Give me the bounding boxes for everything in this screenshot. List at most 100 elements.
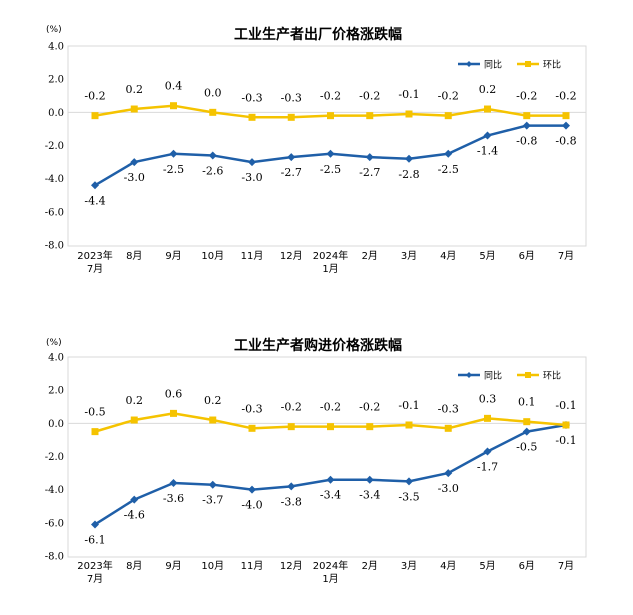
data-point-yoy xyxy=(405,477,413,486)
legend-marker xyxy=(466,61,472,67)
data-point-yoy xyxy=(169,149,178,158)
data-point-yoy xyxy=(130,158,139,167)
x-tick-label: 10月 xyxy=(201,560,224,572)
data-label-yoy: -2.5 xyxy=(320,163,341,176)
data-point-mom xyxy=(484,414,491,422)
y-tick-label: -6.0 xyxy=(45,518,64,529)
data-point-mom xyxy=(170,102,177,110)
x-tick-label: 1月 xyxy=(322,263,338,275)
series-line-yoy xyxy=(94,423,567,526)
legend-label: 环比 xyxy=(543,370,561,382)
data-label-mom: -0.2 xyxy=(84,90,105,103)
y-tick-label: 0.0 xyxy=(48,108,64,119)
data-label-yoy: -4.6 xyxy=(124,509,145,522)
data-point-mom xyxy=(209,108,217,116)
data-point-yoy xyxy=(91,181,99,190)
data-label-mom: -0.3 xyxy=(438,402,459,415)
data-point-mom xyxy=(562,112,570,120)
data-label-mom: -0.3 xyxy=(241,402,262,415)
y-axis-unit: (%) xyxy=(46,25,62,35)
data-point-mom xyxy=(170,409,177,417)
x-tick-label: 12月 xyxy=(280,250,303,262)
x-tick-label: 4月 xyxy=(440,250,456,262)
data-point-yoy xyxy=(326,475,335,484)
data-label-mom: 0.0 xyxy=(204,86,222,99)
data-point-yoy xyxy=(91,520,99,529)
data-label-yoy: -3.5 xyxy=(398,490,419,503)
data-label-yoy: -3.0 xyxy=(124,171,145,184)
data-point-yoy xyxy=(522,427,531,436)
x-tick-label: 4月 xyxy=(440,560,456,572)
data-point-yoy xyxy=(326,149,335,158)
data-label-mom: 0.2 xyxy=(479,83,497,96)
data-label-mom: 0.2 xyxy=(204,394,222,407)
x-tick-label: 3月 xyxy=(401,250,417,262)
data-label-yoy: -2.6 xyxy=(202,164,223,177)
x-tick-label: 7月 xyxy=(558,250,574,262)
y-tick-label: -2.0 xyxy=(45,452,64,463)
data-point-mom xyxy=(91,428,99,436)
data-point-yoy xyxy=(287,153,296,162)
data-label-yoy: -0.1 xyxy=(555,434,576,447)
data-label-mom: -0.1 xyxy=(398,88,419,101)
x-tick-label: 7月 xyxy=(558,560,574,572)
data-point-mom xyxy=(91,112,99,120)
data-label-mom: -0.2 xyxy=(359,90,380,103)
y-tick-label: 2.0 xyxy=(48,75,64,86)
data-label-yoy: -6.1 xyxy=(84,533,105,546)
data-label-yoy: -1.4 xyxy=(477,145,498,158)
data-point-mom xyxy=(130,105,138,113)
data-point-mom xyxy=(444,424,452,432)
data-label-yoy: -3.0 xyxy=(241,171,262,184)
data-point-yoy xyxy=(365,475,374,484)
x-tick-label: 7月 xyxy=(87,573,103,585)
chart-title: 工业生产者出厂价格涨跌幅 xyxy=(234,26,402,43)
chart-panel-1: 工业生产者出厂价格涨跌幅 (%) 4.0 2.0 0.0 -2.0 -4.0 -6.0 -8.0… xyxy=(45,25,587,275)
x-tick-label: 5月 xyxy=(479,560,495,572)
data-label-mom: -0.2 xyxy=(320,401,341,414)
data-point-mom xyxy=(130,416,138,424)
data-label-yoy: -2.5 xyxy=(163,163,184,176)
plot-frame xyxy=(67,356,587,558)
data-point-yoy xyxy=(248,485,256,494)
data-label-mom: -0.2 xyxy=(359,401,380,414)
data-label-mom: -0.2 xyxy=(555,90,576,103)
chart-title: 工业生产者购进价格涨跌幅 xyxy=(234,337,402,354)
data-label-mom: -0.3 xyxy=(281,91,302,104)
chart-panel-2: 工业生产者购进价格涨跌幅 (%) 4.0 2.0 0.0 -2.0 -4.0 -6.0 -8.0… xyxy=(45,337,587,585)
data-point-yoy xyxy=(208,480,217,489)
x-tick-label: 6月 xyxy=(519,250,535,262)
y-tick-label: 2.0 xyxy=(48,386,64,397)
data-label-mom: 0.2 xyxy=(126,83,144,96)
x-tick-label: 6月 xyxy=(519,560,535,572)
data-label-yoy: -3.8 xyxy=(281,495,302,508)
data-point-mom xyxy=(327,423,334,431)
data-label-yoy: -4.0 xyxy=(241,499,262,512)
data-point-mom xyxy=(523,418,531,426)
data-label-yoy: -3.0 xyxy=(438,482,459,495)
y-axis-unit: (%) xyxy=(46,338,62,348)
data-label-mom: -0.2 xyxy=(438,90,459,103)
x-tick-label: 9月 xyxy=(165,250,181,262)
data-point-yoy xyxy=(248,158,256,167)
x-tick-label: 3月 xyxy=(401,560,417,572)
data-point-mom xyxy=(405,110,413,118)
legend-label: 同比 xyxy=(484,59,502,71)
legend-marker xyxy=(525,61,531,67)
data-point-yoy xyxy=(483,131,492,140)
y-tick-label: -2.0 xyxy=(45,141,64,152)
data-point-yoy xyxy=(483,447,492,456)
y-tick-label: 0.0 xyxy=(48,419,64,430)
data-point-mom xyxy=(248,424,256,432)
y-tick-label: -8.0 xyxy=(45,241,64,252)
y-tick-label: -6.0 xyxy=(45,207,64,218)
data-point-mom xyxy=(287,113,295,121)
data-point-yoy xyxy=(130,495,139,504)
data-point-yoy xyxy=(562,121,570,130)
data-label-yoy: -2.5 xyxy=(438,163,459,176)
data-label-yoy: -4.4 xyxy=(84,194,105,207)
y-tick-label: -4.0 xyxy=(45,485,64,496)
data-label-yoy: -3.4 xyxy=(320,489,341,502)
plot-frame xyxy=(67,45,587,247)
y-tick-label: 4.0 xyxy=(48,42,64,53)
